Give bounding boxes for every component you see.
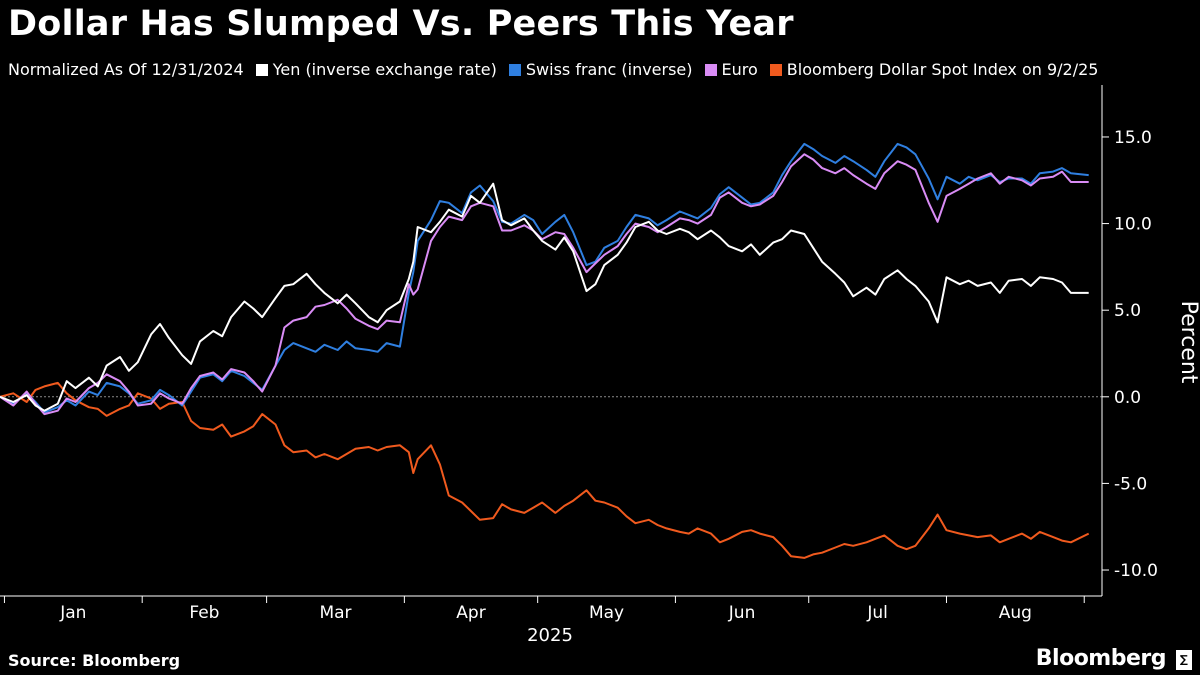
chart-subtitle: Normalized As Of 12/31/2024 [8,60,244,79]
x-tick-label: Jan [59,603,86,623]
y-tick-label: 15.0 [1114,128,1152,148]
x-tick-label: Jul [866,603,888,623]
legend-swatch-dollar-index [769,63,782,76]
legend-swatch-swiss-franc [508,63,521,76]
bloomberg-logo: Bloomberg [1035,646,1167,671]
legend-item-euro: Euro [704,60,758,79]
x-tick-label: May [589,603,624,623]
x-tick-label: Apr [456,603,485,623]
source-note: Source: Bloomberg [8,651,181,670]
legend-swatch-euro [704,63,717,76]
x-tick-label: Aug [999,603,1032,623]
y-tick-label: 5.0 [1114,301,1141,321]
legend-label-swiss-franc: Swiss franc (inverse) [525,60,693,79]
chart-title: Dollar Has Slumped Vs. Peers This Year [8,4,794,44]
legend-item-yen: Yen (inverse exchange rate) [255,60,497,79]
legend-label-euro: Euro [721,60,758,79]
legend-item-dollar-index: Bloomberg Dollar Spot Index on 9/2/25 [769,60,1099,79]
legend-label-dollar-index: Bloomberg Dollar Spot Index on 9/2/25 [786,60,1099,79]
y-tick-label: 10.0 [1114,215,1152,235]
legend-label-yen: Yen (inverse exchange rate) [272,60,497,79]
x-tick-label: Mar [319,603,351,623]
x-axis-year-label: 2025 [527,625,573,646]
legend-item-swiss-franc: Swiss franc (inverse) [508,60,693,79]
y-tick-label: 0.0 [1114,388,1141,408]
series-line-2 [0,153,1089,416]
x-tick-label: Jun [728,603,756,623]
y-tick-label: -10.0 [1114,561,1158,581]
x-tick-label: Feb [189,603,219,623]
series-line-0 [0,182,1089,412]
y-axis-label: Percent [1176,301,1200,384]
legend-swatch-yen [255,63,268,76]
series-line-3 [0,381,1090,559]
series-line-1 [0,142,1089,414]
series-layer [0,142,1090,559]
y-tick-label: -5.0 [1114,474,1147,494]
bloomberg-badge-icon: ∑ [1176,650,1192,670]
legend: Normalized As Of 12/31/2024 Yen (inverse… [8,60,1098,79]
axes: 15.0 10.0 5.0 0.0 -5.0 -10.0 Jan Feb Mar Apr May Ju… [0,85,1158,623]
